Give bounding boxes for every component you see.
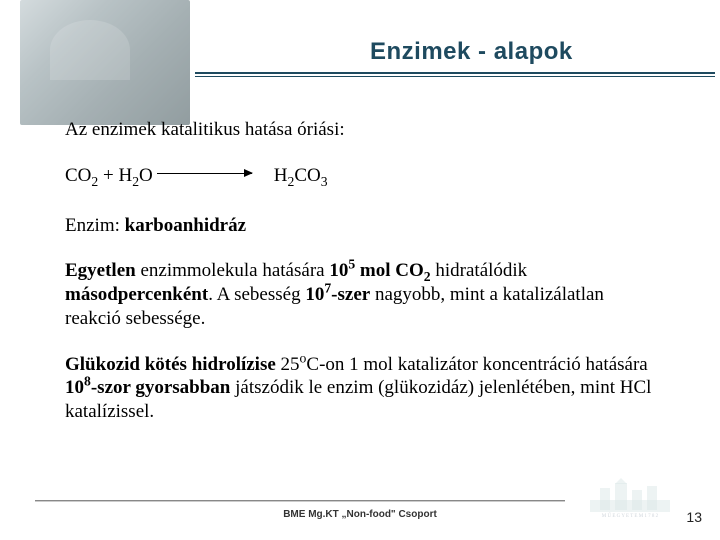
title-underline — [195, 72, 715, 77]
header: Enzimek - alapok — [0, 0, 720, 90]
svg-text:M Ű E G Y E T E M 1 7 8 2: M Ű E G Y E T E M 1 7 8 2 — [602, 513, 659, 518]
chemical-equation: CO2 + H2O H2CO3 — [65, 164, 660, 188]
reaction-arrow-icon — [157, 173, 252, 174]
enzyme-line: Enzim: karboanhidráz — [65, 214, 660, 238]
eq-left: CO2 + H2O — [65, 164, 153, 188]
paragraph-1: Egyetlen enzimmolekula hatására 105 mol … — [65, 259, 660, 330]
university-logo-icon: M Ű E G Y E T E M 1 7 8 2 — [585, 478, 675, 518]
paragraph-2: Glükozid kötés hidrolízise 25oC-on 1 mol… — [65, 353, 660, 424]
page-number: 13 — [686, 509, 702, 525]
eq-right: H2CO3 — [274, 164, 328, 188]
content-area: Az enzimek katalitikus hatása óriási: CO… — [65, 118, 660, 446]
header-background-image — [20, 0, 190, 125]
footer-divider — [35, 500, 565, 502]
content-heading: Az enzimek katalitikus hatása óriási: — [65, 118, 660, 142]
slide-title: Enzimek - alapok — [370, 38, 573, 66]
